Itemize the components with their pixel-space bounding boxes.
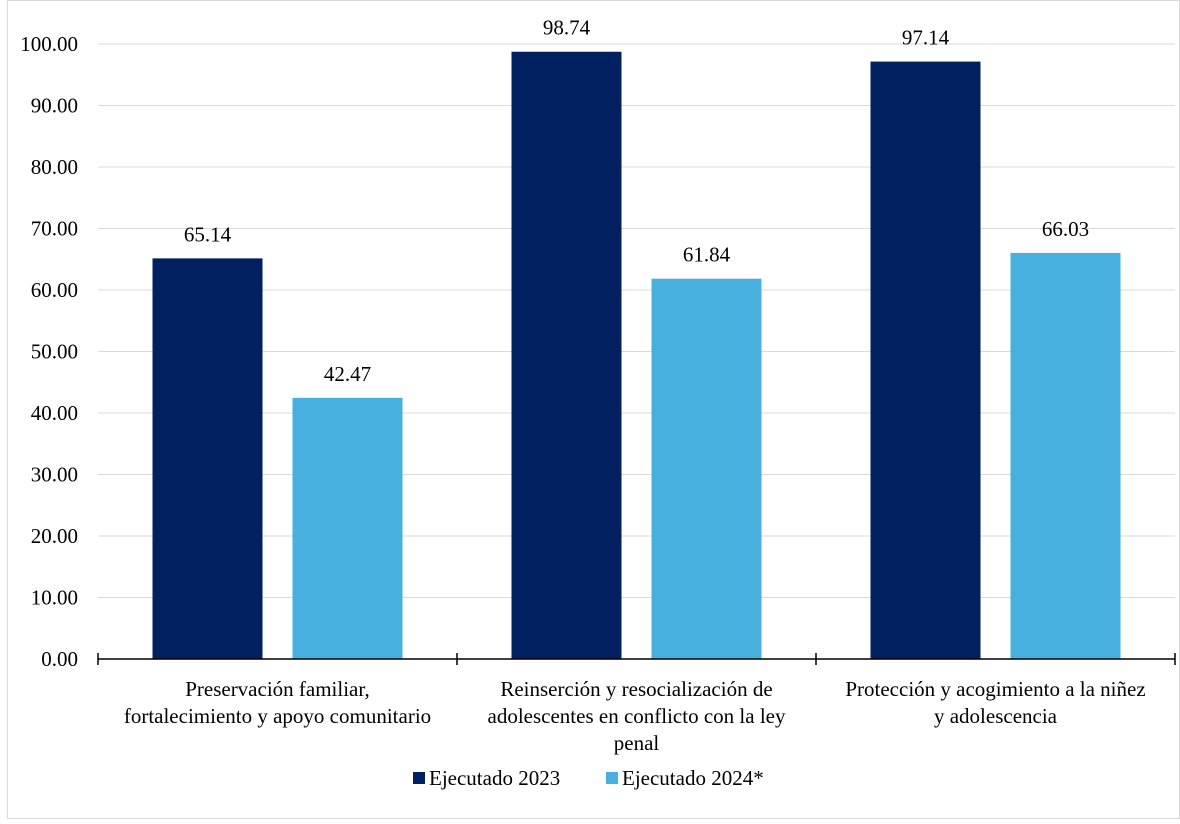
gridlines	[98, 43, 1175, 598]
category-label: penal	[614, 731, 660, 755]
y-tick-label: 80.00	[31, 155, 78, 179]
y-tick-label: 10.00	[31, 586, 78, 610]
data-label: 98.74	[543, 16, 591, 40]
legend-swatch	[606, 772, 618, 784]
data-labels: 65.14 42.47 98.74 61.84 97.14 66.03	[184, 16, 1089, 386]
y-tick-label: 70.00	[31, 217, 78, 241]
bar	[1010, 252, 1121, 659]
bar	[651, 278, 762, 659]
bars	[152, 51, 1121, 660]
bar	[511, 51, 622, 659]
y-tick-label: 0.00	[41, 647, 78, 671]
category-label: adolescentes en conflicto con la ley	[488, 704, 786, 728]
category-label: Preservación familiar,	[185, 677, 370, 701]
bar	[292, 397, 403, 659]
category-labels: Preservación familiar, fortalecimiento y …	[124, 677, 1146, 755]
y-tick-label: 100.00	[20, 32, 78, 56]
x-axis	[97, 653, 1176, 665]
bar	[870, 61, 981, 660]
y-tick-label: 60.00	[31, 278, 78, 302]
category-label: Protección y acogimiento a la niñez	[845, 677, 1145, 701]
y-tick-label: 20.00	[31, 524, 78, 548]
y-tick-label: 30.00	[31, 463, 78, 487]
legend-label: Ejecutado 2024*	[622, 766, 764, 790]
legend-label: Ejecutado 2023	[429, 766, 560, 790]
data-label: 97.14	[902, 26, 950, 50]
y-tick-label: 90.00	[31, 94, 78, 118]
legend-swatch	[413, 772, 425, 784]
data-label: 65.14	[184, 222, 232, 246]
y-tick-label: 50.00	[31, 340, 78, 364]
bar	[152, 258, 263, 659]
y-tick-label: 40.00	[31, 401, 78, 425]
category-label: fortalecimiento y apoyo comunitario	[124, 704, 431, 728]
legend: Ejecutado 2023 Ejecutado 2024*	[413, 766, 764, 790]
category-label: Reinserción y resocialización de	[500, 677, 772, 701]
y-axis-ticks: 0.00 10.00 20.00 30.00 40.00 50.00 60.00 70.00 8…	[20, 32, 78, 671]
category-label: y adolescencia	[934, 704, 1058, 728]
data-label: 66.03	[1042, 217, 1089, 241]
data-label: 61.84	[683, 243, 731, 267]
data-label: 42.47	[324, 362, 371, 386]
